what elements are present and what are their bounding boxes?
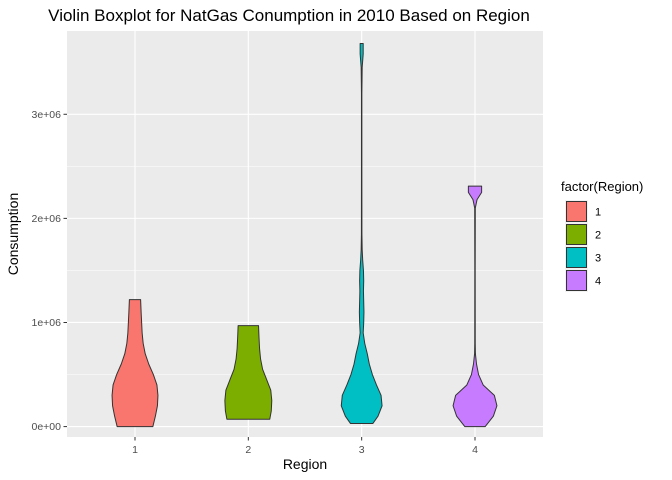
legend-swatch-3 xyxy=(566,247,587,268)
violin-region-4 xyxy=(452,185,498,428)
legend-label-1: 1 xyxy=(595,207,601,219)
violin-region-2 xyxy=(224,325,273,420)
y-axis-label: Consumption xyxy=(5,193,21,276)
legend: factor(Region) 1 2 3 4 xyxy=(561,179,643,292)
x-tick-label: 1 xyxy=(132,444,138,456)
violin-region-1 xyxy=(111,299,159,428)
legend-items: 1 2 3 4 xyxy=(565,200,601,292)
legend-title: factor(Region) xyxy=(561,179,643,194)
y-axis: 0e+00 1e+06 2e+06 3e+06 xyxy=(32,109,67,433)
legend-swatch-4 xyxy=(566,270,587,291)
x-tick-label: 2 xyxy=(245,444,251,456)
legend-label-3: 3 xyxy=(595,253,601,265)
y-tick-label: 2e+06 xyxy=(32,213,62,225)
legend-swatch-2 xyxy=(566,224,587,245)
x-axis-label: Region xyxy=(283,456,327,472)
x-tick-label: 4 xyxy=(472,444,478,456)
x-tick-label: 3 xyxy=(359,444,365,456)
violin-region-3 xyxy=(340,42,383,424)
violin-group xyxy=(111,42,498,428)
legend-label-4: 4 xyxy=(595,276,601,288)
y-tick-label: 1e+06 xyxy=(32,317,62,329)
y-tick-label: 0e+00 xyxy=(32,421,62,433)
y-tick-label: 3e+06 xyxy=(32,109,62,121)
legend-swatch-1 xyxy=(566,201,587,222)
chart-title: Violin Boxplot for NatGas Conumption in … xyxy=(48,6,530,25)
x-axis: 1 2 3 4 xyxy=(132,437,478,456)
legend-label-2: 2 xyxy=(595,230,601,242)
